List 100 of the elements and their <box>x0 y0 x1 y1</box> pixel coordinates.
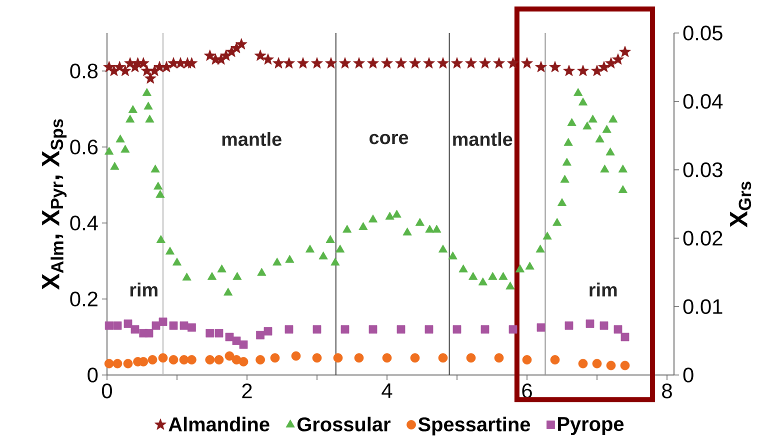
point <box>168 355 178 364</box>
y2-tick-label: 0.04 <box>683 94 723 109</box>
point <box>264 327 272 336</box>
point <box>123 358 133 368</box>
point <box>521 57 533 68</box>
point <box>620 332 630 342</box>
point <box>235 38 248 50</box>
y-tick-label: 0.2 <box>70 292 98 306</box>
x-tick-label: 6 <box>522 384 532 398</box>
point <box>479 57 491 68</box>
point <box>577 64 589 76</box>
point <box>368 325 378 334</box>
point <box>312 325 322 334</box>
x-tick-label: 2 <box>242 384 252 398</box>
point <box>339 57 351 68</box>
point <box>563 64 575 76</box>
point <box>535 60 547 72</box>
point <box>452 325 462 334</box>
point <box>238 357 248 366</box>
point <box>104 358 114 368</box>
point <box>600 321 608 330</box>
legend-label: Grossular <box>297 416 390 432</box>
point <box>325 57 337 68</box>
point <box>465 57 477 68</box>
point <box>144 72 156 84</box>
point <box>382 353 392 363</box>
point <box>205 355 215 364</box>
point <box>158 318 168 326</box>
point <box>312 353 322 363</box>
point <box>169 321 178 330</box>
point <box>493 57 505 68</box>
y2-axis-title: X$_{Grs}$ <box>730 182 752 228</box>
point <box>466 353 476 363</box>
point <box>494 353 504 363</box>
legend-label: Almandine <box>168 416 270 432</box>
y2-tick-label: 0 <box>683 368 694 382</box>
point <box>614 325 622 334</box>
annotation: core <box>370 134 408 144</box>
point <box>254 50 266 61</box>
point <box>180 321 188 330</box>
y2-tick-label: 0.05 <box>683 26 722 40</box>
point <box>620 360 630 370</box>
point <box>381 57 393 68</box>
annotation: rim <box>130 282 158 296</box>
point <box>130 325 140 334</box>
point <box>311 57 323 68</box>
point <box>272 57 284 68</box>
point <box>256 330 264 340</box>
point <box>270 353 280 363</box>
point <box>367 57 379 68</box>
point <box>160 60 172 72</box>
point <box>283 57 295 68</box>
y2-tick-label: 0.01 <box>683 299 722 314</box>
y-tick-label: 0.8 <box>70 64 98 78</box>
annotation: rim <box>590 282 617 296</box>
point <box>598 60 610 72</box>
point <box>564 321 574 330</box>
point <box>124 320 132 328</box>
point <box>451 57 463 68</box>
point <box>619 46 631 58</box>
point <box>396 325 406 334</box>
point <box>262 53 274 65</box>
point <box>480 325 490 334</box>
point <box>112 358 122 368</box>
annotation: mantle <box>453 132 512 146</box>
point <box>187 355 196 364</box>
point <box>104 321 114 330</box>
point <box>507 57 519 68</box>
point <box>612 53 624 65</box>
point <box>225 332 234 342</box>
y-tick-label: 0 <box>88 368 98 382</box>
point <box>224 351 234 361</box>
y-tick-label: 0.4 <box>70 216 98 230</box>
point <box>353 57 365 68</box>
point <box>239 340 248 349</box>
x-tick-label: 4 <box>382 384 392 398</box>
point <box>606 360 616 370</box>
point <box>591 64 603 76</box>
point <box>119 64 132 76</box>
point <box>148 355 158 364</box>
point <box>214 329 224 338</box>
point <box>188 323 196 332</box>
point <box>214 355 224 364</box>
x-tick-label: 0 <box>102 384 112 398</box>
point <box>578 358 588 368</box>
point <box>158 353 168 363</box>
point <box>508 325 518 334</box>
point <box>586 320 594 328</box>
point <box>550 355 560 364</box>
point <box>410 353 420 363</box>
point <box>424 325 434 334</box>
point <box>536 323 546 332</box>
point <box>144 329 154 338</box>
legend-label: Pyrope <box>558 417 624 436</box>
x-tick-label: 8 <box>662 384 672 398</box>
point <box>549 60 561 72</box>
point <box>423 57 435 68</box>
point <box>186 57 198 68</box>
y-axis-title: X$_{Alm}$, X$_{Pyr}$, X$_{Sps}$ <box>42 119 67 290</box>
point <box>113 321 122 330</box>
